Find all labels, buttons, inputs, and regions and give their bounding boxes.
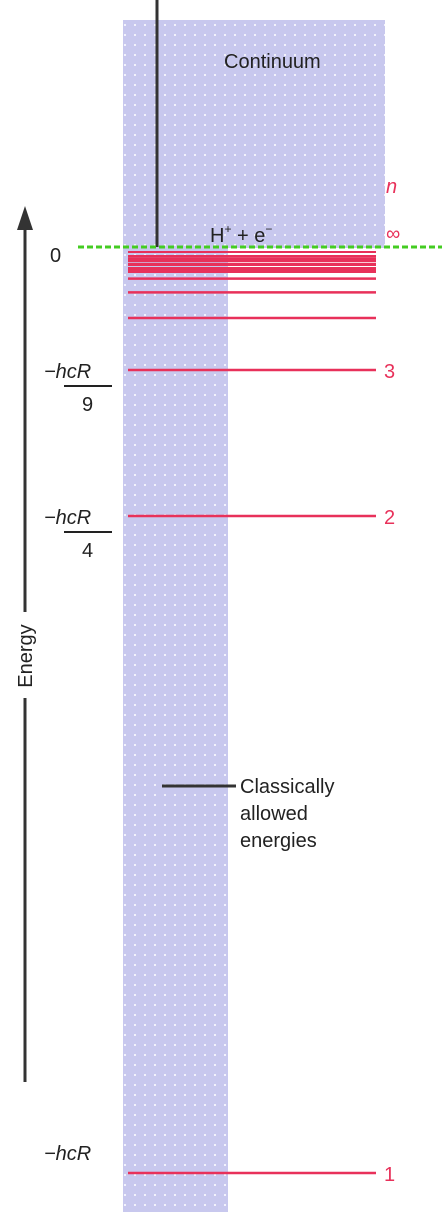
energy-level-label-n2: 2: [384, 507, 395, 529]
classical-label-line3: energies: [240, 830, 317, 852]
energy-tick-zero: 0: [50, 245, 61, 267]
classical-label-line2: allowed: [240, 803, 308, 825]
energy-tick-n2-numerator: −hcR: [44, 507, 91, 529]
energy-level-label-n3: 3: [384, 361, 395, 383]
ionization-label: H+ + e−: [210, 222, 272, 247]
energy-tick-n2-denominator: 4: [82, 540, 93, 562]
continuum-label: Continuum: [224, 51, 321, 73]
energy-levels: 1 2 3: [128, 251, 395, 1186]
classical-label-line1: Classically: [240, 776, 334, 798]
classically-allowed-region-dots: [123, 20, 385, 1212]
energy-tick-n3-numerator: −hcR: [44, 361, 91, 383]
energy-tick-n3-denominator: 9: [82, 394, 93, 416]
energy-tick-n1: −hcR: [44, 1143, 91, 1165]
energy-axis-label: Energy: [15, 624, 37, 687]
infinity-label: ∞: [386, 223, 400, 245]
energy-level-label-n1: 1: [384, 1164, 395, 1186]
energy-axis-arrowhead: [17, 206, 33, 230]
n-symbol-label: n: [386, 176, 397, 198]
